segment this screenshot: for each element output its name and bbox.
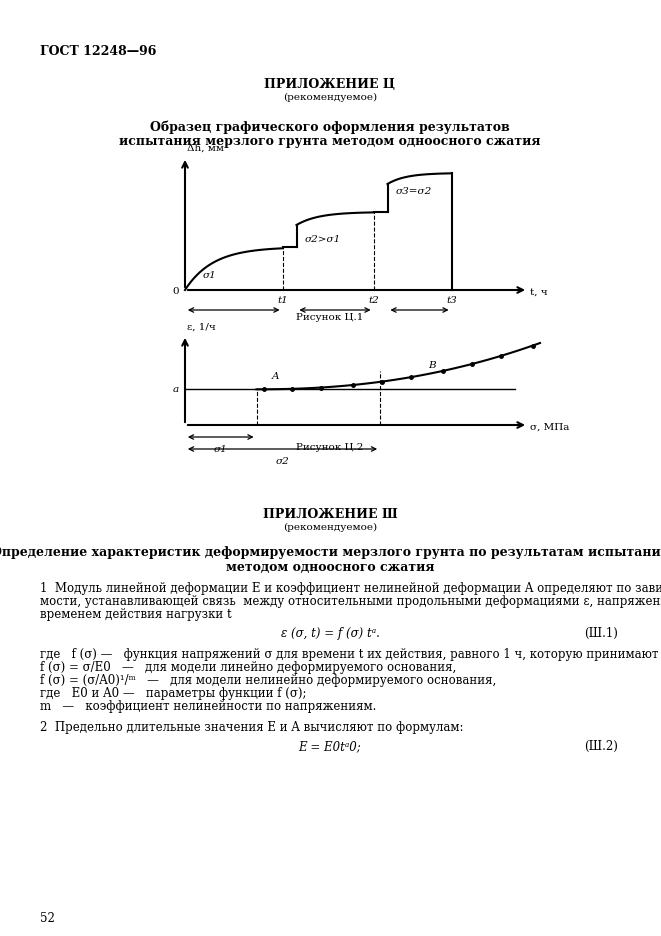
- Text: (рекомендуемое): (рекомендуемое): [283, 93, 377, 102]
- Text: t, ч: t, ч: [530, 287, 547, 297]
- Text: Δh, мм: Δh, мм: [187, 144, 224, 153]
- Text: (Ш.2): (Ш.2): [584, 740, 618, 753]
- Text: A: A: [272, 373, 280, 381]
- Text: m   —   коэффициент нелинейности по напряжениям.: m — коэффициент нелинейности по напряжен…: [40, 700, 376, 713]
- Text: E = E0tᵃ0;: E = E0tᵃ0;: [299, 740, 362, 753]
- Text: t3: t3: [446, 296, 457, 305]
- Text: a: a: [173, 385, 179, 394]
- Text: ГОСТ 12248—96: ГОСТ 12248—96: [40, 45, 157, 58]
- Text: ПРИЛОЖЕНИЕ Ц: ПРИЛОЖЕНИЕ Ц: [264, 78, 395, 91]
- Text: ПРИЛОЖЕНИЕ Ш: ПРИЛОЖЕНИЕ Ш: [262, 508, 397, 521]
- Text: (Ш.1): (Ш.1): [584, 627, 618, 640]
- Text: σ2>σ1: σ2>σ1: [305, 236, 341, 244]
- Text: испытания мерзлого грунта методом одноосного сжатия: испытания мерзлого грунта методом одноос…: [119, 135, 541, 148]
- Text: Рисунок Ц.2: Рисунок Ц.2: [296, 443, 364, 452]
- Text: Определение характеристик деформируемости мерзлого грунта по результатам испытан: Определение характеристик деформируемост…: [0, 546, 661, 559]
- Text: 0: 0: [173, 287, 179, 297]
- Text: σ, МПа: σ, МПа: [530, 422, 569, 431]
- Text: σ2: σ2: [276, 457, 290, 466]
- Text: ε (σ, t) = f (σ) tᵃ.: ε (σ, t) = f (σ) tᵃ.: [280, 627, 379, 640]
- Text: (рекомендуемое): (рекомендуемое): [283, 523, 377, 533]
- Text: ε, 1/ч: ε, 1/ч: [187, 323, 215, 332]
- Text: где   f (σ) —   функция напряжений σ для времени t их действия, равного 1 ч, кот: где f (σ) — функция напряжений σ для вре…: [40, 648, 661, 661]
- Text: где   E0 и A0 —   параметры функции f (σ);: где E0 и A0 — параметры функции f (σ);: [40, 687, 307, 700]
- Text: временем действия нагрузки t: временем действия нагрузки t: [40, 608, 231, 621]
- Text: 1  Модуль линейной деформации E и коэффициент нелинейной деформации A определяют: 1 Модуль линейной деформации E и коэффиц…: [40, 582, 661, 595]
- Text: 2  Предельно длительные значения E и A вычисляют по формулам:: 2 Предельно длительные значения E и A вы…: [40, 721, 463, 734]
- Text: σ1: σ1: [214, 445, 227, 454]
- Text: мости, устанавливающей связь  между относительными продольными деформациями ε, н: мости, устанавливающей связь между относ…: [40, 595, 661, 608]
- Text: t1: t1: [277, 296, 288, 305]
- Text: 52: 52: [40, 912, 55, 925]
- Text: f (σ) = σ/E0   —   для модели линейно деформируемого основания,: f (σ) = σ/E0 — для модели линейно деформ…: [40, 661, 456, 674]
- Text: B: B: [428, 361, 436, 371]
- Text: методом одноосного сжатия: методом одноосного сжатия: [226, 561, 434, 574]
- Text: Образец графического оформления результатов: Образец графического оформления результа…: [150, 120, 510, 134]
- Text: f (σ) = (σ/A0)¹/ᵐ   —   для модели нелинейно деформируемого основания,: f (σ) = (σ/A0)¹/ᵐ — для модели нелинейно…: [40, 674, 496, 687]
- Text: t2: t2: [368, 296, 379, 305]
- Text: Рисунок Ц.1: Рисунок Ц.1: [296, 313, 364, 322]
- Text: σ3=σ2: σ3=σ2: [395, 186, 432, 196]
- Text: σ1: σ1: [203, 271, 217, 280]
